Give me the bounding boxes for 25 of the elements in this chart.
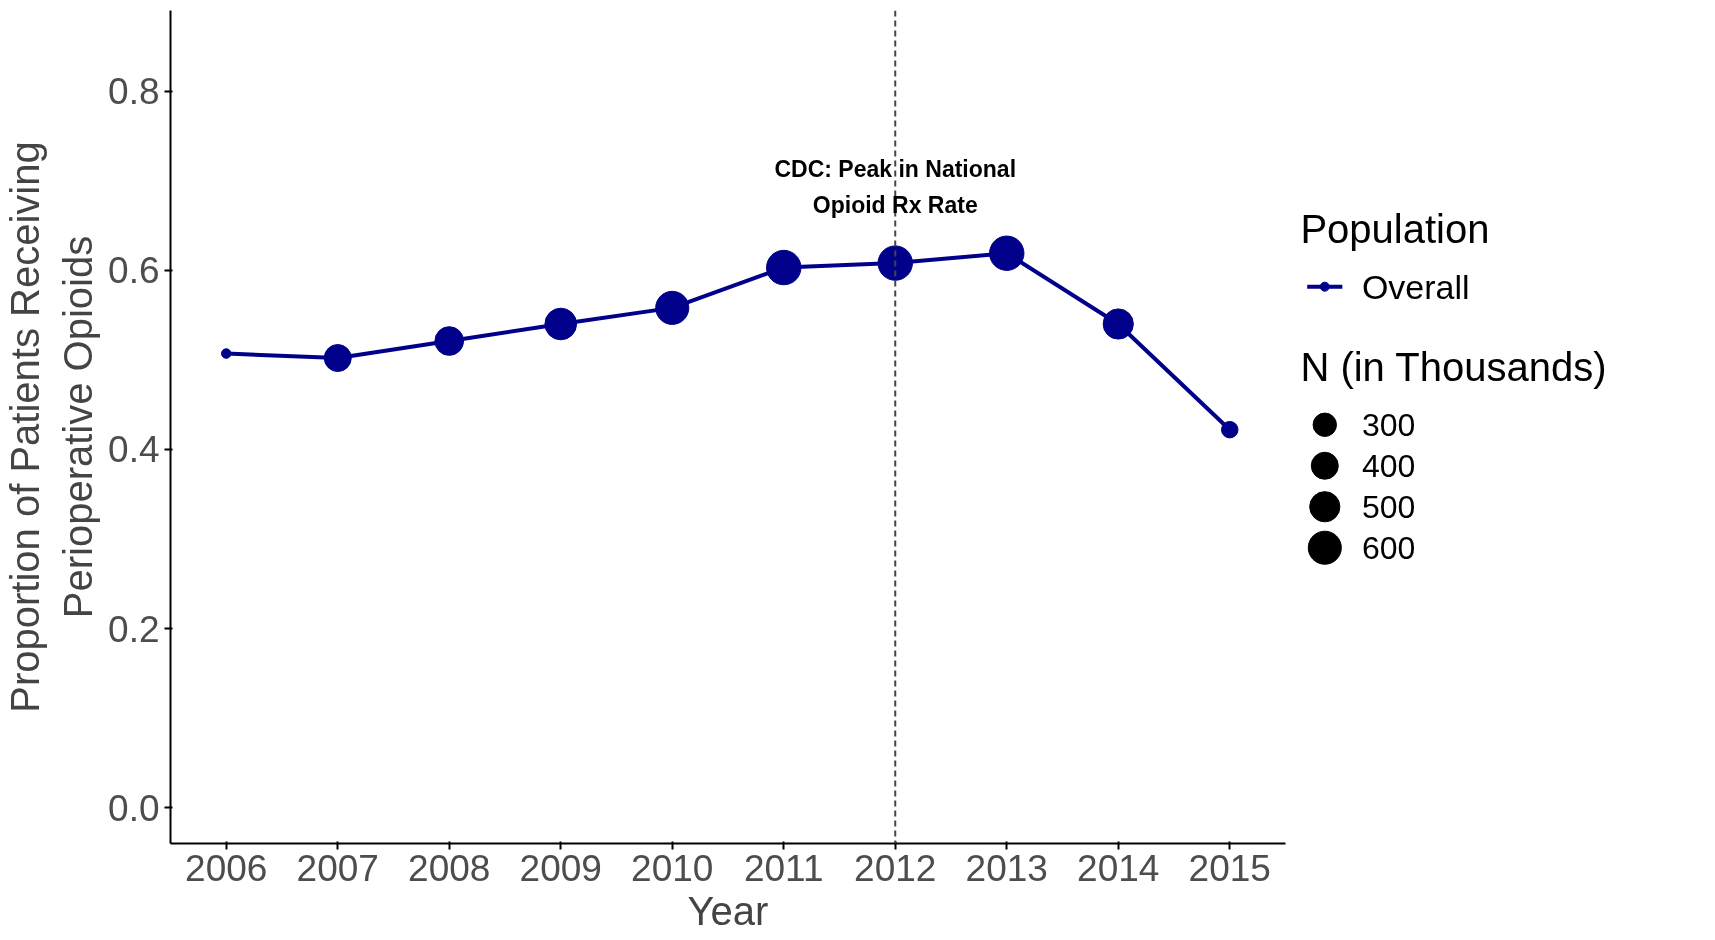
- x-tick-label: 2013: [965, 847, 1048, 889]
- legend-title: Population: [1300, 206, 1490, 251]
- x-tick-label: 2014: [1077, 847, 1160, 889]
- legend-label: 500: [1361, 488, 1416, 525]
- x-tick-label: 2010: [631, 847, 714, 889]
- y-tick-label: 0.0: [108, 787, 160, 829]
- legend-label: 600: [1361, 529, 1416, 566]
- y-axis-title: Proportion of Patients Receiving Perioperative Opioids: [3, 141, 101, 713]
- x-tick-label: 2015: [1188, 847, 1271, 889]
- x-tick-label: 2006: [185, 847, 268, 889]
- x-tick-label: 2011: [743, 847, 824, 889]
- y-tick-label: 0.8: [108, 71, 160, 113]
- y-tick-label: 0.2: [108, 608, 160, 650]
- x-tick-label: 2009: [519, 847, 602, 889]
- legend-label: 300: [1361, 406, 1416, 443]
- x-axis-title: Year: [687, 888, 769, 933]
- y-tick-label: 0.6: [108, 250, 160, 292]
- y-tick-label: 0.4: [108, 429, 160, 471]
- ref-line-label: CDC: Peak in National Opioid Rx Rate: [774, 155, 1017, 218]
- x-tick-label: 2008: [408, 847, 491, 889]
- x-tick-label: 2012: [854, 847, 937, 889]
- x-tick-label: 2007: [296, 847, 379, 889]
- legend-label: 400: [1361, 447, 1416, 484]
- text: N (in Thousands): [1300, 344, 1607, 389]
- legend-label: Overall: [1361, 267, 1470, 306]
